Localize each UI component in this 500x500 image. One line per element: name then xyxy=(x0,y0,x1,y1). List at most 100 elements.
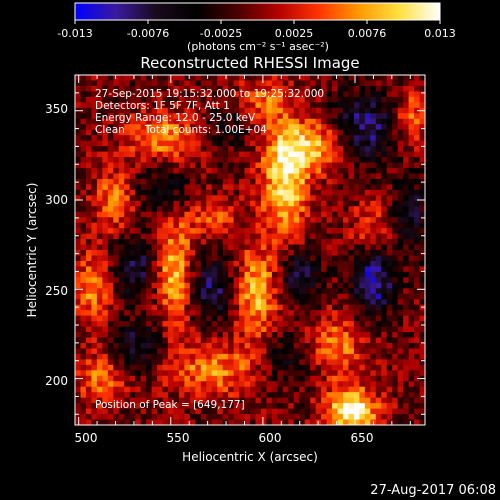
heatmap-cell xyxy=(146,222,152,229)
heatmap-cell xyxy=(162,206,169,213)
heatmap-cell xyxy=(217,222,224,229)
heatmap-cell xyxy=(233,315,240,322)
heatmap-cell xyxy=(140,151,147,158)
heatmap-cell xyxy=(288,151,295,158)
heatmap-cell xyxy=(151,239,158,245)
heatmap-cell xyxy=(146,304,152,311)
heatmap-cell xyxy=(113,162,120,169)
heatmap-cell xyxy=(217,157,224,163)
heatmap-cell xyxy=(337,342,344,349)
heatmap-cell xyxy=(321,167,327,174)
heatmap-cell xyxy=(359,140,366,147)
heatmap-cell xyxy=(151,408,158,415)
heatmap-cell xyxy=(91,96,98,103)
heatmap-cell xyxy=(162,118,169,125)
heatmap-cell xyxy=(189,129,196,136)
heatmap-cell xyxy=(222,282,229,289)
heatmap-cell xyxy=(255,102,262,109)
heatmap-cell xyxy=(386,189,393,196)
heatmap-cell xyxy=(184,266,191,273)
heatmap-cell xyxy=(146,386,152,393)
heatmap-cell xyxy=(184,189,191,196)
heatmap-cell xyxy=(392,304,399,311)
heatmap-cell xyxy=(85,332,92,338)
heatmap-cell xyxy=(419,370,426,377)
heatmap-cell xyxy=(217,162,224,169)
heatmap-cell xyxy=(195,326,202,333)
heatmap-cell xyxy=(217,195,224,202)
heatmap-cell xyxy=(167,118,174,125)
heatmap-cell xyxy=(364,288,371,295)
heatmap-cell xyxy=(107,244,114,251)
heatmap-cell xyxy=(332,217,338,224)
heatmap-cell xyxy=(348,80,355,87)
heatmap-cell xyxy=(353,184,360,191)
heatmap-cell xyxy=(364,271,371,278)
heatmap-cell xyxy=(233,293,240,300)
heatmap-cell xyxy=(381,277,388,284)
heatmap-cell xyxy=(85,146,92,152)
heatmap-cell xyxy=(222,271,229,278)
heatmap-cell xyxy=(146,250,152,256)
heatmap-cell xyxy=(157,260,163,267)
heatmap-cell xyxy=(250,91,256,98)
heatmap-cell xyxy=(332,332,338,338)
x-tick-label-650: 650 xyxy=(351,431,374,445)
heatmap-cell xyxy=(414,277,420,284)
heatmap-cell xyxy=(146,277,152,284)
heatmap-cell xyxy=(200,118,207,125)
heatmap-cell xyxy=(140,124,147,131)
heatmap-cell xyxy=(91,250,98,256)
heatmap-cell xyxy=(337,200,344,207)
heatmap-cell xyxy=(184,96,191,103)
heatmap-cell xyxy=(370,162,377,169)
heatmap-cell xyxy=(118,326,125,333)
heatmap-cell xyxy=(80,271,87,278)
heatmap-cell xyxy=(326,353,333,360)
heatmap-cell xyxy=(184,315,191,322)
heatmap-cell xyxy=(211,167,218,174)
heatmap-cell xyxy=(178,315,185,322)
heatmap-cell xyxy=(91,348,98,355)
heatmap-cell xyxy=(173,315,180,322)
heatmap-cell xyxy=(244,151,251,158)
heatmap-cell xyxy=(282,118,289,125)
heatmap-cell xyxy=(211,124,218,131)
heatmap-cell xyxy=(189,96,196,103)
heatmap-cell xyxy=(157,392,163,399)
heatmap-cell xyxy=(342,102,349,109)
heatmap-cell xyxy=(419,315,426,322)
heatmap-cell xyxy=(206,162,213,169)
heatmap-cell xyxy=(419,157,426,163)
heatmap-cell xyxy=(364,195,371,202)
heatmap-cell xyxy=(304,113,311,120)
heatmap-cell xyxy=(75,80,81,87)
heatmap-cell xyxy=(124,288,131,295)
heatmap-cell xyxy=(359,244,366,251)
heatmap-cell xyxy=(107,146,114,152)
heatmap-cell xyxy=(315,414,322,420)
heatmap-cell xyxy=(211,75,218,81)
heatmap-cell xyxy=(381,414,388,420)
heatmap-cell xyxy=(342,315,349,322)
heatmap-cell xyxy=(124,162,131,169)
heatmap-cell xyxy=(326,348,333,355)
heatmap-cell xyxy=(75,315,81,322)
heatmap-cell xyxy=(75,233,81,240)
heatmap-cell xyxy=(96,222,103,229)
heatmap-cell xyxy=(310,75,317,81)
heatmap-cell xyxy=(113,135,120,142)
heatmap-cell xyxy=(91,408,98,415)
heatmap-cell xyxy=(85,200,92,207)
heatmap-cell xyxy=(282,113,289,120)
heatmap-cell xyxy=(118,304,125,311)
heatmap-cell xyxy=(135,91,142,98)
heatmap-cell xyxy=(326,381,333,388)
heatmap-cell xyxy=(359,102,366,109)
heatmap-cell xyxy=(124,233,131,240)
heatmap-cell xyxy=(348,282,355,289)
heatmap-cell xyxy=(107,167,114,174)
heatmap-cell xyxy=(195,348,202,355)
heatmap-cell xyxy=(113,414,120,420)
heatmap-cell xyxy=(304,315,311,322)
